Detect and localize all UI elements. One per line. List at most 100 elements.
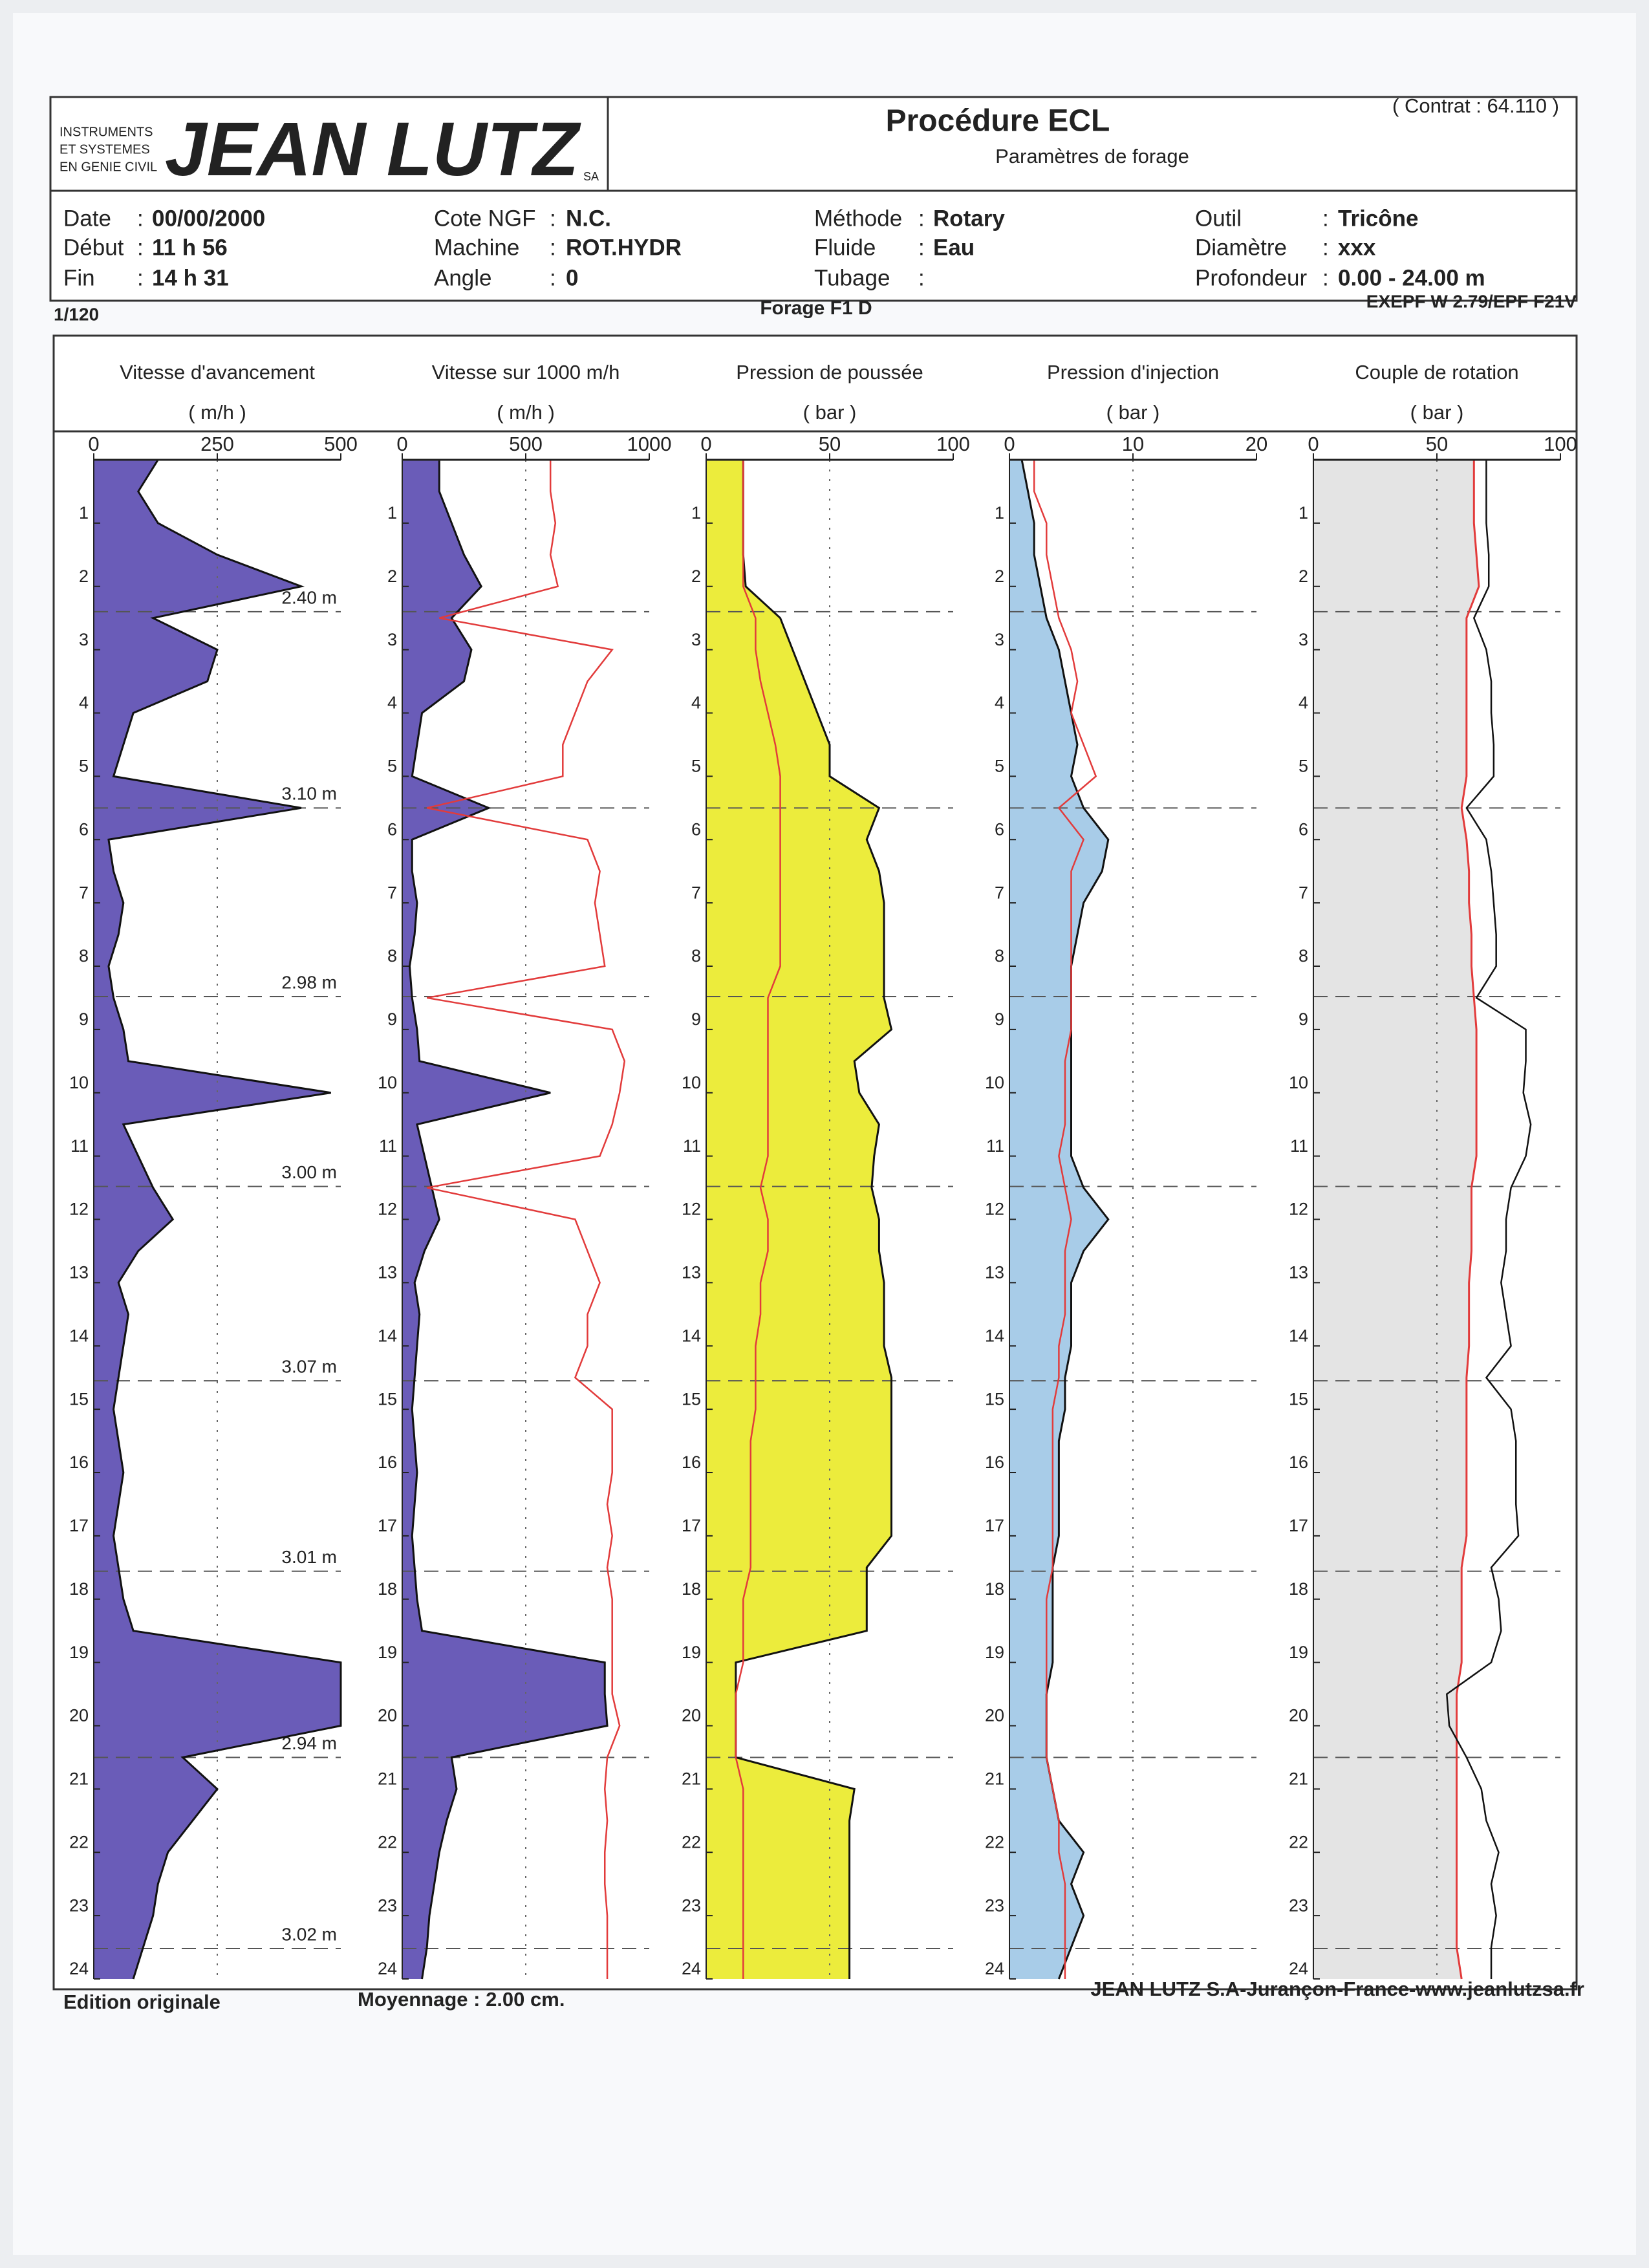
depth-tick-label: 16	[985, 1453, 1004, 1472]
depth-tick-label: 10	[1289, 1073, 1308, 1092]
rod-label: 3.02 m	[281, 1924, 337, 1944]
depth-tick-label: 15	[378, 1389, 397, 1409]
curve	[1033, 460, 1097, 1979]
edition: Edition originale	[63, 1991, 221, 2013]
averaging: Moyennage : 2.00 cm.	[358, 1988, 565, 2011]
header-box	[49, 96, 1578, 302]
depth-tick-label: 19	[69, 1643, 89, 1662]
depth-tick-label: 19	[682, 1643, 701, 1662]
info-label: Date	[63, 206, 111, 231]
company: JEAN LUTZ S.A-Jurançon-France-www.jeanlu…	[1090, 1978, 1584, 2000]
depth-tick-label: 18	[985, 1579, 1004, 1599]
depth-tick-label: 1	[387, 503, 397, 523]
depth-tick-label: 18	[378, 1579, 397, 1599]
track-unit: ( m/h )	[497, 401, 555, 424]
depth-tick-label: 8	[387, 946, 397, 966]
depth-tick-label: 14	[682, 1326, 701, 1345]
value-tick-label: 100	[936, 433, 970, 455]
depth-tick-label: 6	[387, 819, 397, 839]
depth-tick-label: 8	[995, 946, 1004, 966]
depth-tick-label: 8	[691, 946, 701, 966]
depth-tick-label: 20	[378, 1706, 397, 1725]
rod-label: 3.01 m	[281, 1547, 337, 1567]
depth-tick-label: 23	[378, 1895, 397, 1915]
depth-tick-label: 8	[79, 946, 89, 966]
depth-tick-label: 18	[1289, 1579, 1308, 1599]
info-sep: :	[550, 206, 556, 231]
depth-tick-label: 9	[79, 1010, 89, 1029]
rod-label: 3.00 m	[281, 1162, 337, 1182]
value-tick-label: 10	[1122, 433, 1144, 455]
rod-label: 3.07 m	[281, 1356, 337, 1376]
info-label: Outil	[1195, 206, 1242, 231]
depth-tick-label: 20	[985, 1706, 1004, 1725]
depth-tick-label: 21	[682, 1769, 701, 1789]
logo-small: INSTRUMENTS	[59, 125, 153, 139]
depth-tick-label: 8	[1299, 946, 1308, 966]
depth-tick-label: 2	[387, 567, 397, 586]
info-sep: :	[918, 206, 925, 231]
info-sep: :	[137, 235, 144, 260]
depth-tick-label: 21	[985, 1769, 1004, 1789]
info-value: Eau	[933, 235, 975, 260]
info-label: Fluide	[814, 235, 876, 260]
info-sep: :	[918, 265, 925, 290]
rod-label: 2.40 m	[281, 587, 337, 607]
info-value: xxx	[1338, 235, 1376, 260]
depth-tick-label: 2	[1299, 567, 1308, 586]
depth-tick-label: 18	[682, 1579, 701, 1599]
value-tick-label: 50	[819, 433, 841, 455]
depth-tick-label: 23	[69, 1895, 89, 1915]
value-tick-label: 0	[88, 433, 99, 455]
depth-tick-label: 12	[1289, 1200, 1308, 1219]
info-value: 0	[566, 265, 578, 290]
info-value: 00/00/2000	[152, 206, 265, 231]
depth-tick-label: 17	[1289, 1516, 1308, 1535]
value-tick-label: 0	[1004, 433, 1015, 455]
value-tick-label: 100	[1544, 433, 1577, 455]
rod-label: 3.10 m	[281, 784, 337, 804]
depth-tick-label: 5	[79, 757, 89, 776]
depth-tick-label: 7	[387, 883, 397, 902]
value-tick-label: 0	[396, 433, 407, 455]
depth-tick-label: 17	[69, 1516, 89, 1535]
depth-tick-label: 3	[79, 630, 89, 649]
depth-tick-label: 15	[985, 1389, 1004, 1409]
value-tick-label: 500	[509, 433, 543, 455]
depth-tick-label: 12	[69, 1200, 89, 1219]
depth-tick-label: 17	[682, 1516, 701, 1535]
depth-tick-label: 11	[70, 1136, 89, 1156]
info-value: 0.00 - 24.00 m	[1338, 265, 1485, 290]
logo-brand: JEAN LUTZ	[165, 107, 581, 192]
info-label: Cote NGF	[434, 206, 536, 231]
info-sep: :	[1322, 206, 1329, 231]
subtitle: Paramètres de forage	[995, 145, 1189, 167]
info-label: Diamètre	[1195, 235, 1287, 260]
depth-tick-label: 3	[995, 630, 1004, 649]
depth-tick-label: 13	[985, 1263, 1004, 1282]
curve	[408, 460, 609, 1980]
depth-tick-label: 16	[1289, 1453, 1308, 1472]
depth-tick-label: 16	[378, 1453, 397, 1472]
info-value: 11 h 56	[152, 235, 228, 260]
depth-tick-label: 24	[985, 1959, 1004, 1978]
depth-tick-label: 23	[985, 1895, 1004, 1915]
depth-tick-label: 11	[1290, 1136, 1308, 1156]
depth-tick-label: 14	[69, 1326, 89, 1345]
info-value: 14 h 31	[152, 265, 229, 290]
depth-tick-label: 22	[1289, 1832, 1308, 1852]
depth-tick-label: 13	[69, 1263, 89, 1282]
depth-tick-label: 14	[378, 1326, 397, 1345]
info-label: Fin	[63, 265, 95, 290]
depth-tick-label: 4	[387, 693, 397, 713]
area-fill	[402, 460, 608, 1979]
depth-tick-label: 13	[1289, 1263, 1308, 1282]
depth-tick-label: 5	[691, 757, 701, 776]
depth-tick-label: 24	[682, 1959, 701, 1978]
depth-tick-label: 6	[995, 819, 1004, 839]
info-sep: :	[550, 235, 556, 260]
depth-tick-label: 3	[1299, 630, 1308, 649]
value-tick-label: 0	[700, 433, 711, 455]
scale: 1/120	[54, 304, 99, 324]
depth-tick-label: 7	[1299, 883, 1308, 902]
